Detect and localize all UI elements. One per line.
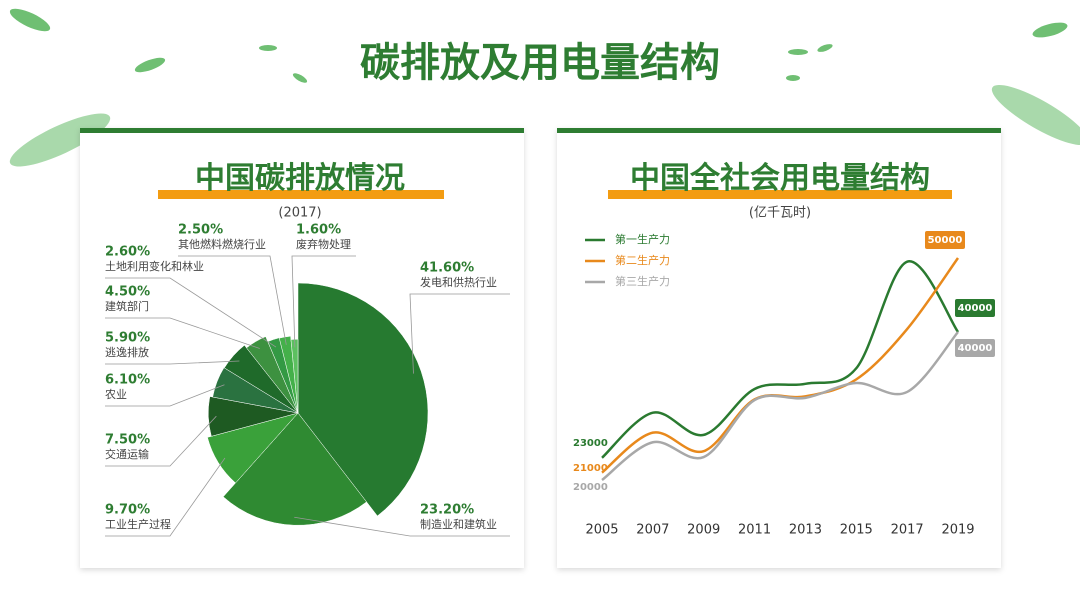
end-label-box [955,339,995,357]
leader-line [105,317,260,349]
leader-line [105,277,277,348]
leader-line [105,384,225,407]
end-label: 40000 [958,343,993,354]
leader-line [105,457,226,537]
data-label: 9.70% [105,503,150,518]
category-label: 逃逸排放 [105,345,149,359]
category-label: 交通运输 [105,447,149,461]
pie-subtitle: (2017) [278,206,321,221]
data-label: 23.20% [420,503,474,518]
data-label: 6.10% [105,373,150,388]
data-label: 2.60% [105,245,150,260]
data-label: 7.50% [105,433,150,448]
series-line [601,260,960,459]
x-tick-label: 2009 [687,523,720,538]
leaves [9,8,1080,167]
leader-line [178,255,287,345]
data-label: 1.60% [296,223,341,238]
x-tick-label: 2015 [840,523,873,538]
end-label: 50000 [928,235,963,246]
series-line [601,331,959,482]
data-label: 41.60% [420,261,474,276]
end-label-box [925,231,965,249]
x-tick-label: 2007 [636,523,669,538]
slide-title: 碳排放及用电量结构 [360,39,720,86]
category-label: 制造业和建筑业 [420,517,497,531]
pie-title: 中国碳排放情况 [195,161,405,196]
pie-slice [208,396,299,437]
line-title: 中国全社会用电量结构 [630,161,930,196]
start-label: 21000 [573,463,608,474]
data-label: 2.50% [178,223,223,238]
pie-slice [207,412,299,484]
category-label: 土地利用变化和林业 [105,259,204,273]
pie-slice [224,344,299,414]
leader-line [105,360,240,365]
end-label: 40000 [958,303,993,314]
x-tick-label: 2013 [789,523,822,538]
end-label-box [955,299,995,317]
line-subtitle: (亿千瓦时) [749,206,811,221]
leader-line [409,293,510,374]
x-tick-label: 2005 [585,523,618,538]
pie-slice [246,336,299,414]
leader-line [294,516,510,537]
x-tick-label: 2019 [941,523,974,538]
category-label: 工业生产过程 [105,517,171,531]
legend-label: 第二生产力 [615,253,670,267]
legend-label: 第三生产力 [615,274,670,288]
pie-slice [297,282,429,517]
leader-line [105,415,217,467]
x-tick-label: 2017 [891,523,924,538]
category-label: 其他燃料燃烧行业 [178,237,266,251]
category-label: 发电和供热行业 [420,275,497,289]
category-label: 农业 [105,387,127,401]
data-label: 5.90% [105,331,150,346]
data-label: 4.50% [105,285,150,300]
category-label: 废弃物处理 [296,237,351,251]
start-label: 23000 [573,438,608,449]
category-label: 建筑部门 [105,299,149,313]
start-label: 20000 [573,482,608,493]
pie-slice [222,412,367,526]
panel-right [557,128,1001,568]
x-tick-label: 2011 [738,523,771,538]
pie-slice [212,367,299,414]
legend-label: 第一生产力 [615,232,670,246]
leader-line [291,255,356,348]
